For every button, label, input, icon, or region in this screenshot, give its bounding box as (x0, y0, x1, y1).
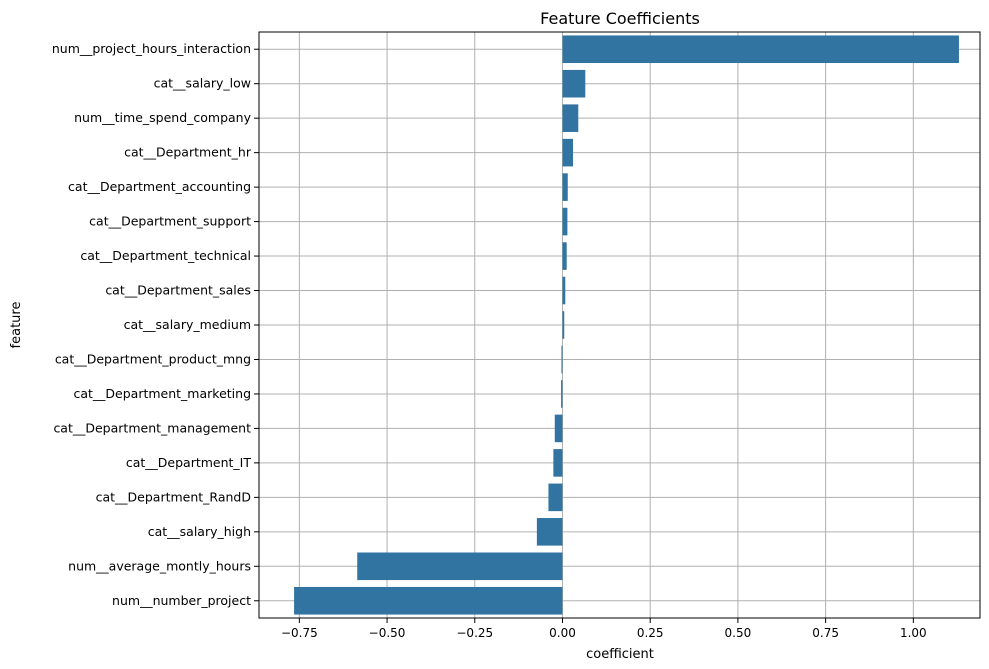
y-tick-label: num__project_hours_interaction (52, 41, 251, 56)
bar (536, 518, 563, 546)
bar (562, 104, 579, 132)
y-tick-label: num__number_project (112, 593, 251, 608)
bar (562, 69, 586, 98)
bar (548, 483, 563, 512)
y-tick-label: cat__Department_technical (80, 248, 251, 263)
y-tick-label: cat__Department_hr (124, 145, 252, 160)
bar (562, 311, 565, 339)
chart-title: Feature Coefficients (540, 9, 700, 28)
x-axis-label: coefficient (586, 647, 654, 662)
y-tick-label: cat__Department_marketing (73, 386, 251, 401)
y-tick-label: num__average_montly_hours (68, 558, 251, 573)
bar (562, 35, 959, 64)
bar (562, 207, 568, 236)
y-tick-label: cat__Department_sales (105, 283, 251, 298)
y-tick-label: cat__Department_RandD (96, 489, 251, 504)
y-tick-label: cat__Department_management (53, 420, 251, 435)
x-tick-label: 0.50 (725, 626, 752, 640)
bar (561, 380, 563, 408)
y-axis-ticks: num__project_hours_interaction cat__salar… (52, 41, 259, 608)
bar (562, 242, 567, 270)
y-tick-label: cat__Department_product_mng (55, 351, 251, 366)
bar (562, 173, 568, 201)
bars-group (294, 35, 959, 615)
y-tick-label: num__time_spend_company (74, 110, 251, 125)
grid-lines (259, 32, 980, 618)
bar (554, 414, 563, 443)
y-tick-label: cat__Department_IT (126, 455, 252, 470)
x-tick-label: −0.50 (369, 626, 406, 640)
x-tick-label: 0.25 (637, 626, 664, 640)
x-axis-ticks: −0.75 −0.50 −0.25 0.00 0.25 0.50 0.75 1.00 (281, 618, 927, 640)
bar (562, 276, 566, 305)
y-tick-label: cat__salary_medium (124, 317, 251, 332)
bar (561, 345, 563, 374)
x-tick-label: 0.00 (549, 626, 576, 640)
bar (357, 552, 563, 581)
y-axis-label: feature (9, 302, 24, 349)
bar (562, 138, 574, 167)
x-tick-label: 0.75 (812, 626, 839, 640)
y-tick-label: cat__salary_high (148, 524, 251, 539)
y-tick-label: cat__salary_low (154, 76, 251, 91)
y-tick-label: cat__Department_support (89, 214, 251, 229)
x-tick-label: −0.25 (456, 626, 493, 640)
bar (553, 449, 563, 477)
x-tick-label: 1.00 (900, 626, 927, 640)
bar (294, 586, 563, 615)
x-tick-label: −0.75 (281, 626, 318, 640)
y-tick-label: cat__Department_accounting (68, 179, 251, 194)
